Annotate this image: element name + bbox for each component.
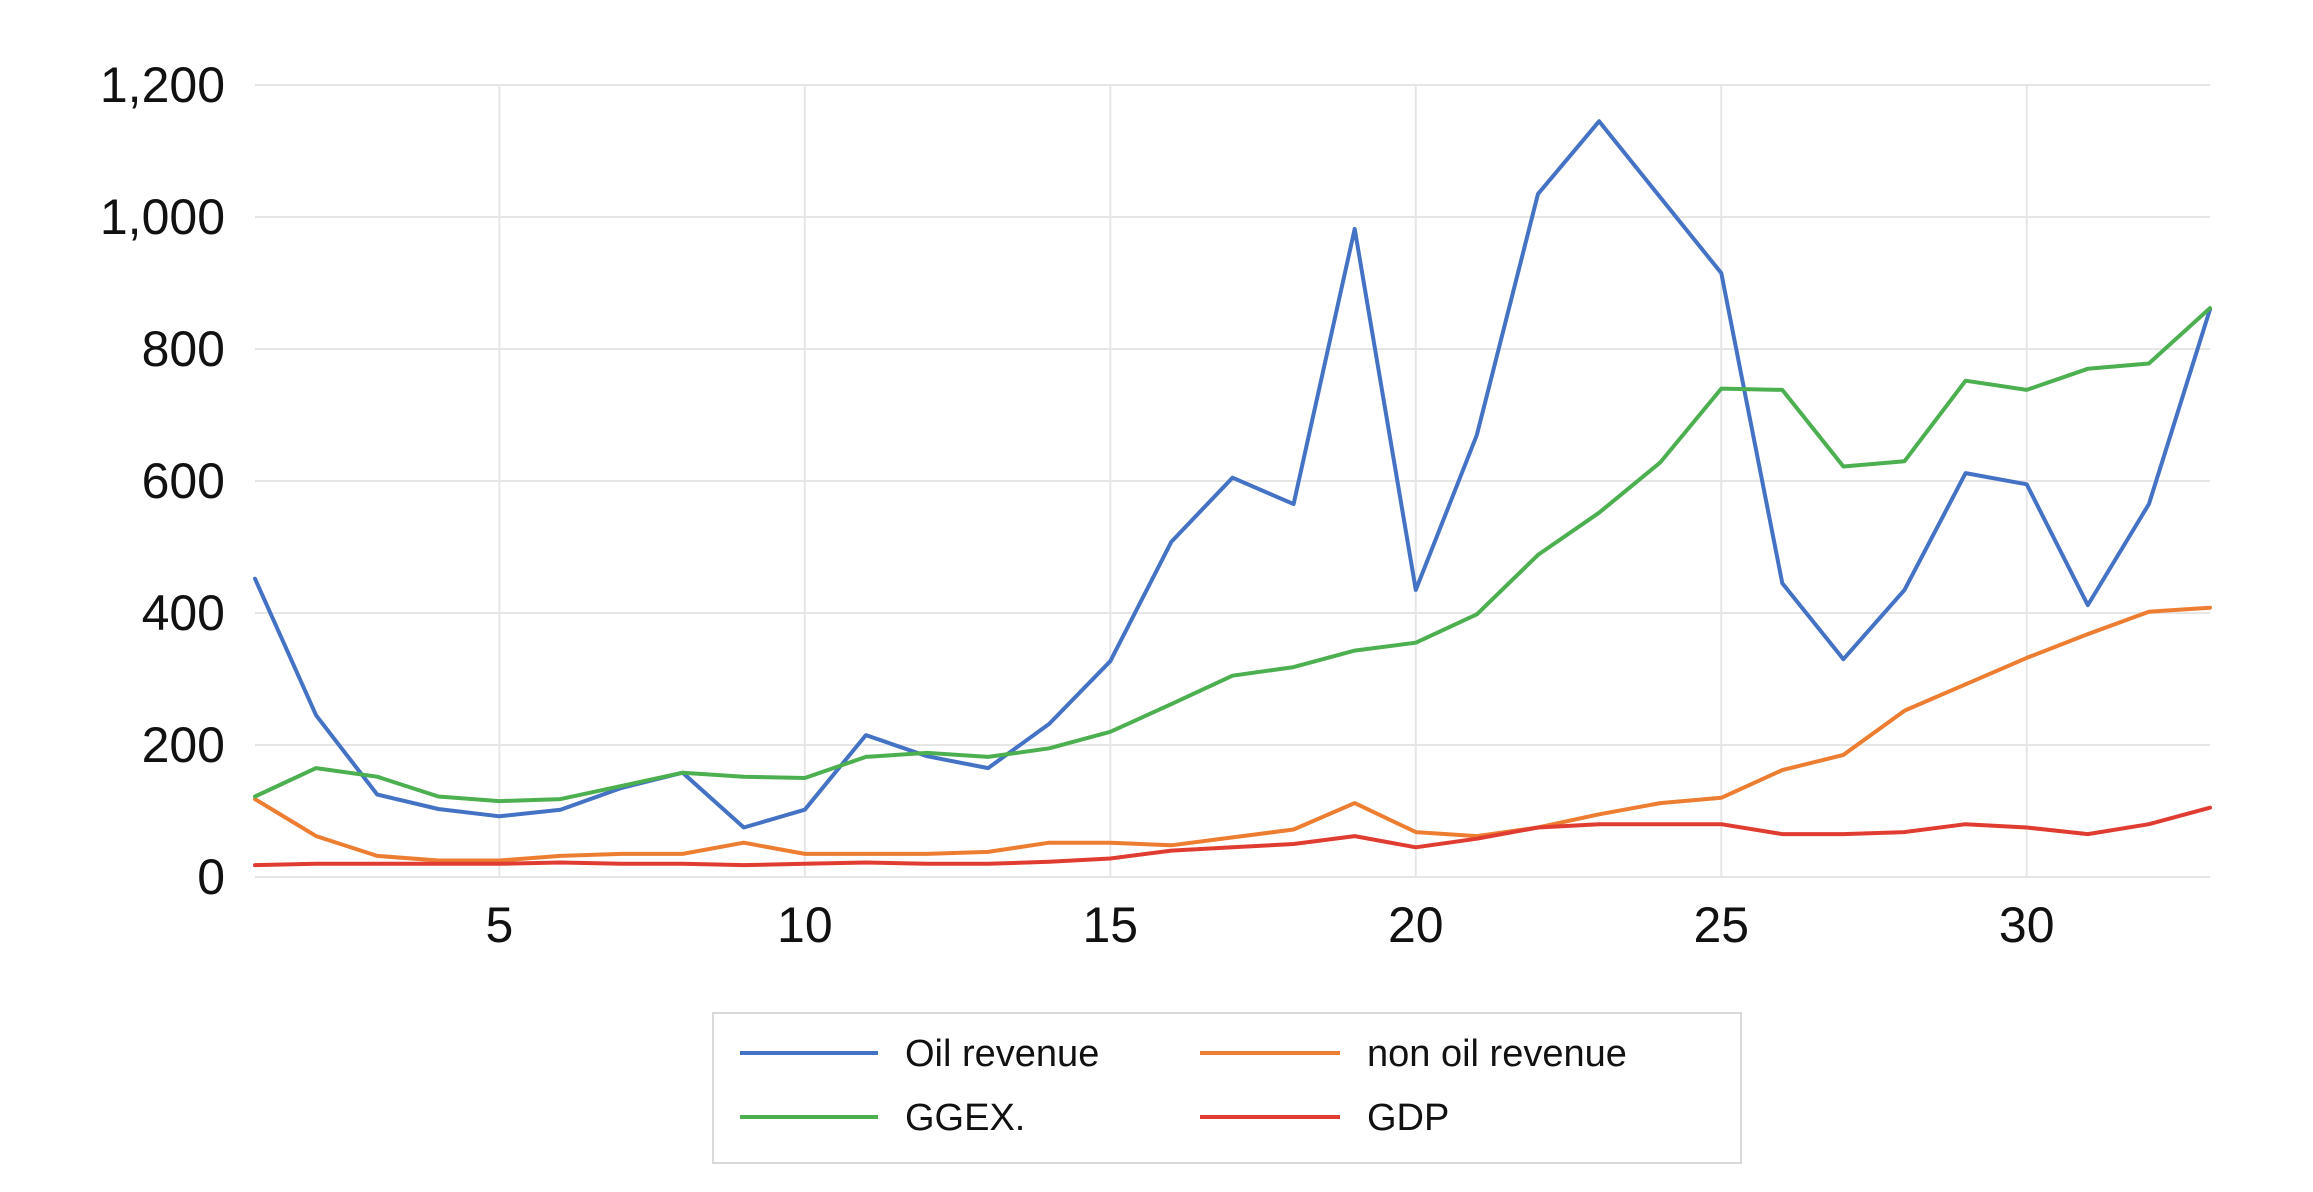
grid xyxy=(255,84,2210,878)
y-tick-label: 600 xyxy=(142,453,225,509)
series-line-gdp xyxy=(253,805,2212,868)
x-tick-label: 25 xyxy=(1693,897,1749,953)
x-tick-label: 5 xyxy=(485,897,513,953)
legend-label-oil-revenue: Oil revenue xyxy=(905,1033,1099,1075)
y-tick-label: 1,200 xyxy=(100,57,225,113)
x-tick-label: 15 xyxy=(1083,897,1139,953)
legend-label-non-oil-revenue: non oil revenue xyxy=(1367,1033,1627,1075)
y-tick-label: 400 xyxy=(142,585,225,641)
series-lines xyxy=(253,119,2212,868)
y-tick-label: 800 xyxy=(142,321,225,377)
y-tick-label: 200 xyxy=(142,717,225,773)
legend-label-gdp: GDP xyxy=(1367,1097,1449,1139)
legend-box xyxy=(712,1012,1742,1164)
series-line-non-oil-revenue xyxy=(253,605,2212,863)
legend-label-ggex: GGEX. xyxy=(905,1097,1025,1139)
axes: 0 200 400 600 800 1,000 1,200 5 10 15 20 25 30 xyxy=(100,57,2055,953)
y-tick-label: 1,000 xyxy=(100,189,225,245)
y-tick-label: 0 xyxy=(197,849,225,905)
x-tick-label: 30 xyxy=(1999,897,2055,953)
series-line-ggex xyxy=(253,306,2212,804)
legend: Oil revenue non oil revenue GGEX. GDP xyxy=(712,1012,1742,1164)
x-tick-label: 10 xyxy=(777,897,833,953)
series-line-oil-revenue xyxy=(253,119,2212,830)
x-tick-label: 20 xyxy=(1388,897,1444,953)
